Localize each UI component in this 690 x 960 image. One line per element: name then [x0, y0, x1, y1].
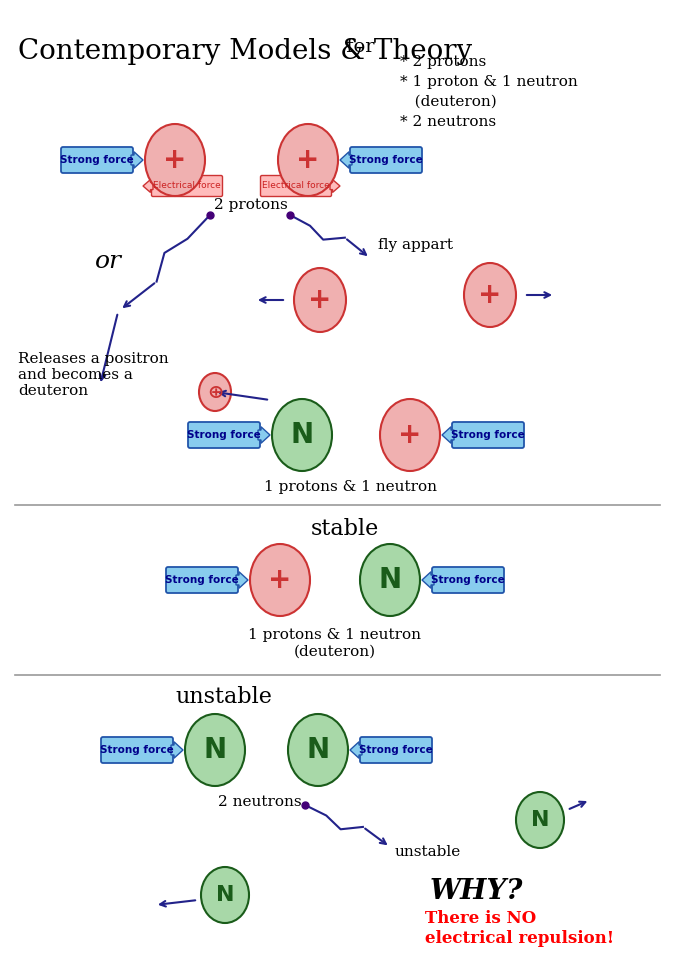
Text: 1 protons & 1 neutron: 1 protons & 1 neutron [264, 480, 437, 494]
FancyArrow shape [131, 152, 143, 168]
Text: +: + [296, 146, 319, 174]
Text: ⊕: ⊕ [207, 382, 223, 401]
Text: N: N [306, 736, 330, 764]
Text: unstable: unstable [395, 845, 461, 859]
Text: +: + [164, 146, 187, 174]
FancyArrow shape [258, 427, 270, 444]
Text: Strong force: Strong force [451, 430, 525, 440]
Text: Contemporary Models & Theory: Contemporary Models & Theory [18, 38, 472, 65]
Text: Releases a positron
and becomes a
deuteron: Releases a positron and becomes a deuter… [18, 352, 168, 398]
Text: Strong force: Strong force [165, 575, 239, 585]
Text: Strong force: Strong force [187, 430, 261, 440]
FancyBboxPatch shape [188, 422, 260, 448]
Text: Electrical force: Electrical force [262, 181, 330, 190]
Text: for: for [340, 38, 375, 56]
FancyArrow shape [442, 427, 454, 444]
Text: 2 protons: 2 protons [214, 198, 288, 212]
Text: Strong force: Strong force [60, 155, 134, 165]
FancyBboxPatch shape [360, 737, 432, 763]
Ellipse shape [272, 399, 332, 471]
Text: +: + [398, 421, 422, 449]
FancyBboxPatch shape [166, 567, 238, 593]
Text: Electrical force: Electrical force [153, 181, 221, 190]
Ellipse shape [516, 792, 564, 848]
Ellipse shape [278, 124, 338, 196]
FancyArrow shape [330, 180, 340, 192]
FancyArrow shape [340, 152, 352, 168]
FancyArrow shape [236, 572, 248, 588]
Text: 1 protons & 1 neutron
(deuteron): 1 protons & 1 neutron (deuteron) [248, 628, 422, 659]
FancyBboxPatch shape [350, 147, 422, 173]
Text: stable: stable [311, 518, 379, 540]
Text: 2 neutrons: 2 neutrons [218, 795, 302, 809]
Text: There is NO
electrical repulsion!: There is NO electrical repulsion! [425, 910, 614, 947]
Text: unstable: unstable [175, 686, 272, 708]
Text: N: N [531, 810, 549, 830]
FancyArrow shape [350, 742, 362, 758]
Text: Strong force: Strong force [349, 155, 423, 165]
Text: fly appart: fly appart [378, 238, 453, 252]
Ellipse shape [360, 544, 420, 616]
Ellipse shape [294, 268, 346, 332]
Ellipse shape [199, 373, 231, 411]
Text: N: N [378, 566, 402, 594]
FancyBboxPatch shape [261, 176, 331, 197]
FancyBboxPatch shape [101, 737, 173, 763]
Text: Strong force: Strong force [100, 745, 174, 755]
Ellipse shape [250, 544, 310, 616]
Text: (deuteron): (deuteron) [400, 95, 497, 109]
FancyBboxPatch shape [432, 567, 504, 593]
FancyBboxPatch shape [61, 147, 133, 173]
Text: or: or [95, 251, 122, 274]
Ellipse shape [380, 399, 440, 471]
Text: N: N [290, 421, 313, 449]
FancyArrow shape [171, 742, 183, 758]
Text: * 2 neutrons: * 2 neutrons [400, 115, 496, 129]
Text: +: + [478, 281, 502, 309]
Text: Strong force: Strong force [431, 575, 505, 585]
Text: Strong force: Strong force [359, 745, 433, 755]
FancyBboxPatch shape [452, 422, 524, 448]
Text: * 2 protons: * 2 protons [400, 55, 486, 69]
FancyArrow shape [422, 572, 434, 588]
Ellipse shape [288, 714, 348, 786]
Ellipse shape [201, 867, 249, 923]
Ellipse shape [145, 124, 205, 196]
Text: WHY?: WHY? [430, 878, 524, 905]
FancyArrow shape [143, 180, 153, 192]
Text: N: N [216, 885, 234, 905]
Text: +: + [308, 286, 332, 314]
FancyBboxPatch shape [152, 176, 222, 197]
Ellipse shape [185, 714, 245, 786]
Text: * 1 proton & 1 neutron: * 1 proton & 1 neutron [400, 75, 578, 89]
Text: +: + [268, 566, 292, 594]
Text: N: N [204, 736, 226, 764]
Ellipse shape [464, 263, 516, 327]
